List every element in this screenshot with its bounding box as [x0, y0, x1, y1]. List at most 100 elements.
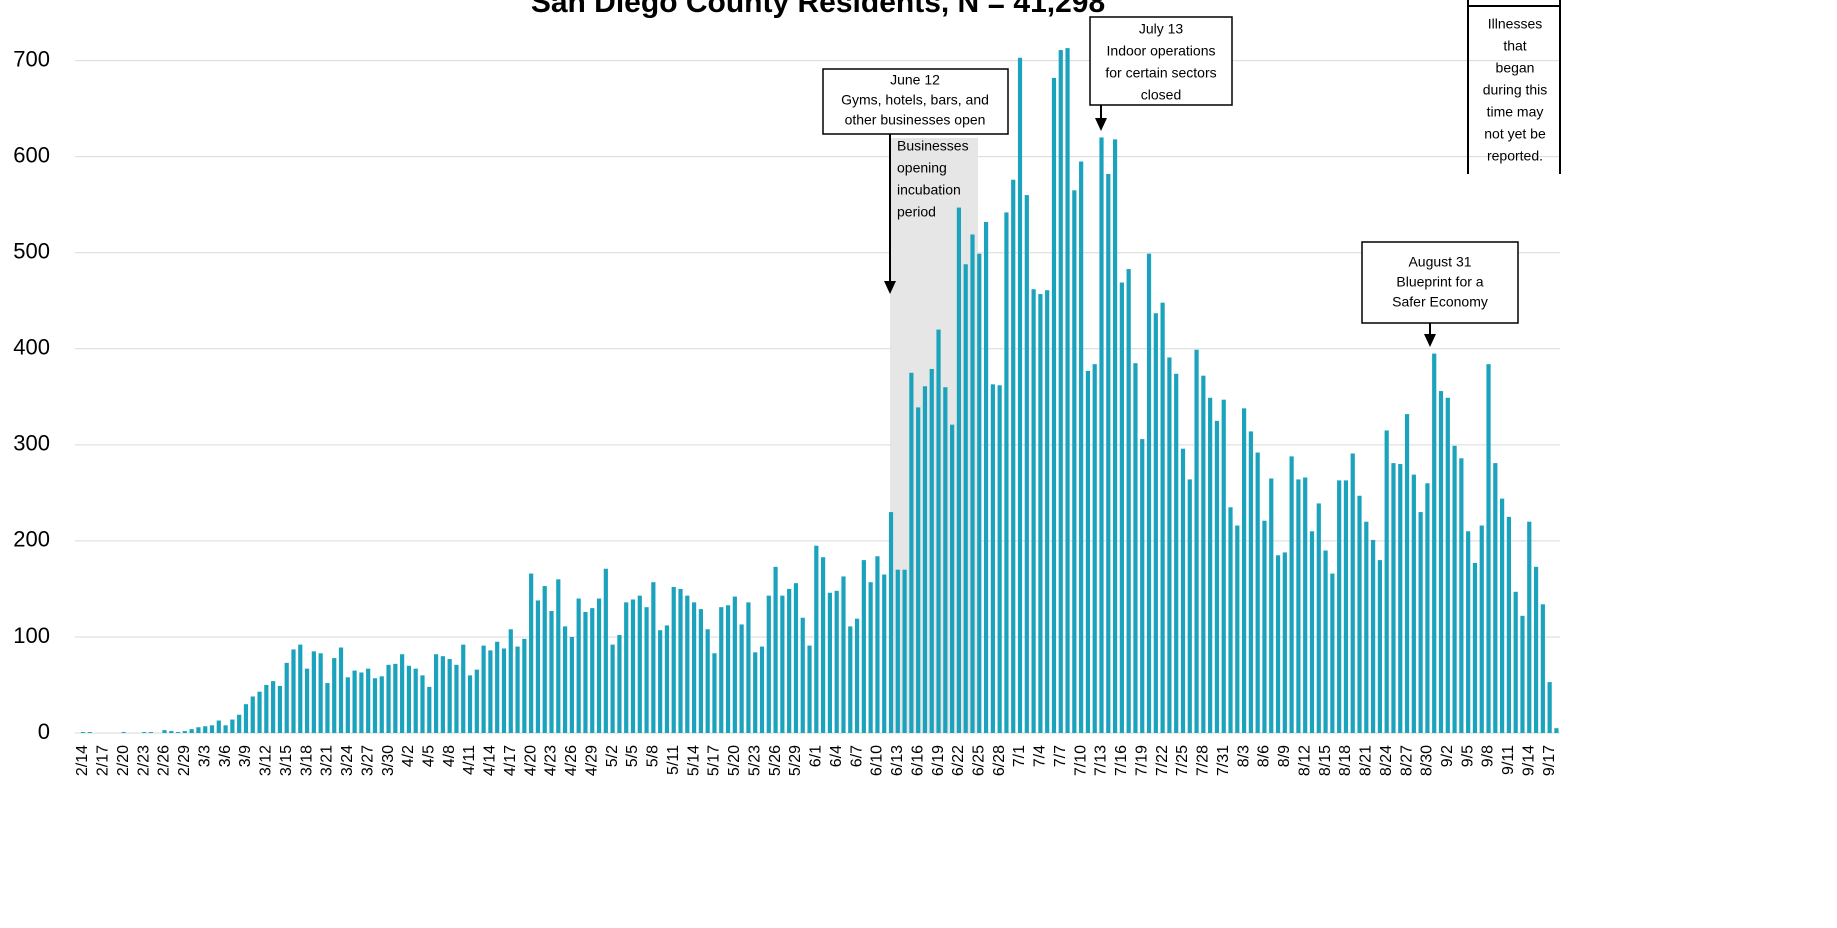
bar: [1065, 48, 1070, 734]
bar: [1296, 479, 1301, 733]
x-tick-label: 7/1: [1011, 745, 1028, 767]
y-tick-label: 100: [13, 623, 50, 648]
x-tick-label: 2/20: [115, 745, 132, 776]
bar: [1479, 525, 1484, 733]
bar: [522, 638, 527, 733]
x-tick-label: 4/23: [543, 745, 560, 776]
x-tick-label: 3/18: [298, 745, 315, 776]
x-tick-label: 6/28: [991, 745, 1008, 776]
x-tick-label: 9/2: [1439, 745, 1456, 767]
bar: [1330, 573, 1335, 733]
bar: [719, 607, 724, 733]
bar: [284, 662, 289, 733]
bar: [590, 608, 595, 733]
x-tick-label: 7/13: [1093, 745, 1110, 776]
bar: [182, 731, 187, 733]
bar: [1418, 512, 1423, 733]
bar: [325, 683, 330, 733]
bar: [1438, 391, 1444, 733]
bar: [189, 729, 194, 733]
x-tick-label: 7/25: [1174, 745, 1191, 776]
x-tick-label: 3/15: [278, 745, 295, 776]
bar: [1540, 604, 1545, 733]
annotation-text: closed: [1141, 87, 1181, 103]
bar: [766, 595, 771, 733]
bar: [1282, 552, 1287, 733]
bar: [569, 636, 574, 733]
bar: [698, 609, 703, 733]
annotation-text: that: [1503, 38, 1526, 54]
bar: [169, 731, 174, 733]
bar: [162, 730, 167, 733]
bar: [1072, 190, 1077, 734]
x-tick-label: 4/8: [441, 745, 458, 767]
bar: [1520, 615, 1525, 733]
bar: [216, 720, 221, 733]
bar: [304, 668, 310, 733]
bar: [1547, 682, 1552, 733]
bar: [447, 659, 452, 733]
bar: [1228, 507, 1233, 733]
x-tick-label: 4/20: [522, 745, 539, 776]
x-tick-label: 7/4: [1032, 745, 1049, 767]
x-tick-label: 3/27: [359, 745, 376, 776]
bar: [882, 574, 887, 733]
x-tick-label: 6/19: [930, 745, 947, 776]
bar: [909, 372, 914, 733]
bar: [1466, 531, 1471, 733]
bar: [332, 658, 337, 733]
annotation-text: during this: [1483, 82, 1548, 98]
bar: [692, 602, 697, 733]
bar: [678, 588, 683, 733]
x-tick-label: 5/5: [624, 745, 641, 767]
bar: [420, 675, 425, 733]
bar: [936, 329, 941, 733]
bar: [1269, 478, 1274, 733]
x-tick-label: 5/17: [706, 745, 723, 776]
bar: [1411, 474, 1416, 733]
bar: [1194, 349, 1199, 733]
annotation-text: Businesses: [897, 138, 969, 154]
bar: [549, 611, 554, 733]
x-tick-label: 3/24: [339, 745, 356, 776]
bar: [1357, 495, 1362, 733]
annotation-text: August 31: [1408, 254, 1471, 270]
bar: [834, 590, 839, 733]
bar: [1350, 453, 1355, 733]
x-tick-label: 3/30: [380, 745, 397, 776]
annotation-text: for certain sectors: [1105, 65, 1216, 81]
bar: [990, 384, 995, 733]
bar: [1140, 439, 1145, 733]
bar: [440, 656, 445, 733]
bar: [318, 653, 323, 733]
x-tick-label: 3/9: [237, 745, 254, 767]
bar: [1432, 353, 1437, 733]
bar: [888, 512, 894, 733]
annotation-text: opening: [897, 160, 947, 176]
x-tick-label: 6/4: [828, 745, 845, 767]
bar: [685, 595, 690, 733]
bar: [1058, 50, 1063, 733]
bar: [1527, 521, 1532, 733]
bar: [1099, 137, 1104, 733]
bar: [379, 676, 384, 733]
bar: [488, 650, 493, 733]
bar: [861, 560, 866, 733]
annotation-boxes: [822, 0, 1561, 347]
bar: [1187, 479, 1192, 733]
x-tick-label: 4/17: [502, 745, 519, 776]
bar: [780, 595, 785, 733]
bar: [1459, 458, 1464, 733]
bar: [1303, 477, 1308, 733]
bar: [705, 629, 710, 733]
bar: [250, 696, 255, 733]
bar: [1316, 503, 1321, 733]
annotation-text: Illnesses: [1488, 16, 1542, 32]
bar: [1214, 420, 1220, 733]
bar: [1011, 179, 1016, 734]
bar: [617, 635, 622, 733]
bar: [916, 407, 921, 733]
x-tick-label: 4/11: [461, 745, 478, 775]
bar: [1554, 728, 1559, 733]
bar: [1146, 253, 1152, 733]
